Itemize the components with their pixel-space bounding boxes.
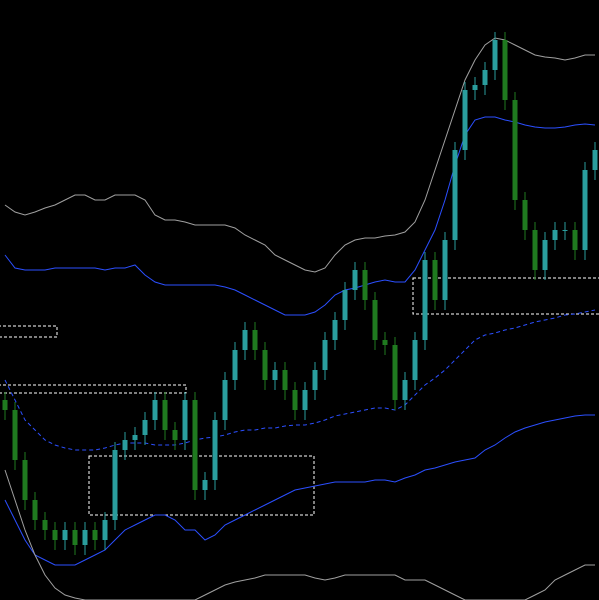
candle-body (252, 330, 258, 350)
candle-body (362, 270, 368, 300)
candle-body (212, 420, 218, 480)
candle-body (72, 530, 78, 545)
candle-body (412, 340, 418, 380)
candle-body (462, 90, 468, 150)
candle-body (332, 320, 338, 340)
candle-body (242, 330, 248, 350)
candle-body (452, 150, 458, 240)
candle-body (102, 520, 108, 540)
zone (412, 277, 599, 315)
candle-body (162, 400, 168, 430)
candle-body (172, 430, 178, 440)
candle-body (382, 340, 388, 345)
candle-body (82, 530, 88, 545)
candle-body (442, 240, 448, 300)
candle-body (312, 370, 318, 390)
candle-body (552, 230, 558, 240)
candle-body (32, 500, 38, 520)
zones (0, 277, 599, 516)
candle-body (22, 460, 28, 500)
candle-body (222, 380, 228, 420)
candle-body (582, 170, 588, 250)
candle-body (592, 150, 598, 170)
candle-body (532, 230, 538, 270)
candle-body (42, 520, 48, 530)
candle-body (502, 40, 508, 100)
candle-body (432, 260, 438, 300)
candle-body (152, 400, 158, 420)
candle-body (92, 530, 98, 540)
candle-body (352, 270, 358, 290)
candle-body (342, 290, 348, 320)
candle-body (492, 40, 498, 70)
candle-body (62, 530, 68, 540)
candle-body (512, 100, 518, 200)
candle-body (232, 350, 238, 380)
candle-body (542, 240, 548, 270)
candle-body (322, 340, 328, 370)
candle-body (132, 435, 138, 440)
candle-body (522, 200, 528, 230)
candle-body (272, 370, 278, 380)
band-line (4, 414, 595, 566)
candle-body (372, 300, 378, 340)
candle-body (472, 85, 478, 90)
candle-body (262, 350, 268, 380)
candle-body (292, 390, 298, 410)
candle-body (572, 230, 578, 250)
candle-body (192, 400, 198, 490)
candle-body (52, 530, 58, 540)
candle-body (402, 380, 408, 400)
candle-body (122, 440, 128, 450)
candle-body (392, 345, 398, 400)
candle-body (182, 400, 188, 440)
candle-body (142, 420, 148, 435)
zone (88, 455, 315, 516)
band-line (4, 309, 596, 451)
band-line (4, 37, 595, 273)
zone (0, 384, 187, 394)
band-line (4, 116, 596, 316)
candle-body (562, 230, 568, 231)
candle-body (112, 450, 118, 520)
band-line (4, 469, 595, 600)
candle-body (282, 370, 288, 390)
candle-body (302, 390, 308, 410)
candle-body (12, 410, 18, 460)
candle-body (202, 480, 208, 490)
candle-body (482, 70, 488, 85)
candle-body (422, 260, 428, 340)
candle-body (2, 400, 8, 410)
